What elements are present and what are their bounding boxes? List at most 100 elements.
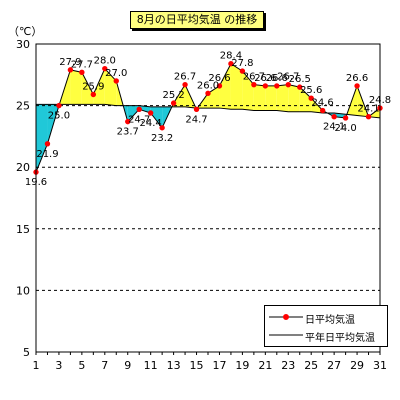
x-tick-label: 13 bbox=[167, 359, 181, 372]
data-point bbox=[67, 67, 74, 73]
data-point bbox=[182, 81, 188, 88]
x-axis-ticks: 1 3 5 7 9 11 13 15 17 19 21 23 25 27 29 31 bbox=[33, 352, 387, 372]
y-axis-label: （℃） bbox=[8, 25, 42, 38]
data-point bbox=[297, 84, 303, 90]
data-point bbox=[79, 69, 85, 76]
data-label: 23.2 bbox=[151, 133, 173, 144]
data-point bbox=[125, 118, 131, 125]
data-point bbox=[147, 110, 154, 116]
fill-above-normal bbox=[265, 85, 277, 111]
fill-above-normal bbox=[276, 84, 289, 112]
data-point bbox=[113, 78, 119, 84]
data-point bbox=[239, 68, 246, 74]
data-label: 27.0 bbox=[105, 68, 127, 79]
fill-below-normal bbox=[150, 106, 163, 128]
x-tick-label: 27 bbox=[327, 359, 341, 372]
x-tick-label: 21 bbox=[258, 359, 272, 372]
data-point bbox=[56, 102, 62, 109]
legend-item-normal: 平年日平均気温 bbox=[265, 326, 387, 344]
data-point bbox=[44, 141, 51, 147]
data-point bbox=[216, 83, 223, 89]
data-labels: 19.621.925.027.927.725.928.027.023.724.7… bbox=[25, 51, 391, 188]
data-label: 24.4 bbox=[140, 118, 162, 129]
y-tick-label: 30 bbox=[16, 38, 30, 51]
y-tick-label: 5 bbox=[23, 346, 30, 359]
data-label: 24.7 bbox=[185, 114, 207, 125]
data-label: 26.6 bbox=[266, 73, 288, 84]
data-label: 26.6 bbox=[346, 73, 368, 84]
fill-below-normal bbox=[36, 104, 48, 173]
data-label: 27.7 bbox=[71, 59, 93, 70]
data-point bbox=[159, 125, 165, 131]
data-point bbox=[170, 100, 177, 106]
data-label: 24.1 bbox=[357, 104, 379, 115]
chart-gridlines bbox=[36, 105, 380, 291]
fill-above-normal bbox=[81, 72, 94, 105]
fill-above-normal bbox=[70, 69, 82, 105]
y-axis-ticks: 5 10 15 20 25 30 bbox=[16, 38, 30, 359]
data-label: 26.7 bbox=[277, 72, 299, 83]
y-tick-label: 10 bbox=[16, 284, 30, 297]
data-label: 27.8 bbox=[231, 58, 253, 69]
y-tick-label: 20 bbox=[16, 161, 30, 174]
x-tick-label: 11 bbox=[144, 359, 158, 372]
data-label: 27.9 bbox=[59, 57, 81, 68]
fill-above-normal bbox=[93, 68, 105, 105]
data-label: 25.2 bbox=[162, 90, 184, 101]
data-point bbox=[319, 107, 326, 114]
x-tick-label: 31 bbox=[373, 359, 387, 372]
chart-title: 8月の日平均気温 の推移 bbox=[130, 11, 264, 29]
x-tick-label: 1 bbox=[33, 359, 40, 372]
legend-label-normal: 平年日平均気温 bbox=[305, 333, 375, 344]
legend-label-daily: 日平均気温 bbox=[305, 315, 355, 326]
data-label: 24.7 bbox=[128, 114, 150, 125]
data-label: 28.0 bbox=[94, 56, 116, 67]
data-point bbox=[102, 65, 108, 72]
fill-above-normal bbox=[230, 63, 243, 110]
data-point bbox=[274, 83, 280, 89]
plot-area-border bbox=[35, 43, 381, 353]
fill-above-normal bbox=[288, 84, 300, 112]
x-tick-label: 3 bbox=[55, 359, 62, 372]
data-label: 26.6 bbox=[208, 73, 230, 84]
data-label: 24.6 bbox=[312, 98, 334, 109]
data-point bbox=[251, 81, 257, 88]
data-point bbox=[331, 113, 337, 120]
data-point bbox=[90, 91, 97, 98]
data-label: 24.1 bbox=[323, 122, 345, 133]
data-point bbox=[342, 115, 349, 121]
data-label: 25.0 bbox=[48, 111, 70, 122]
y-tick-label: 15 bbox=[16, 223, 30, 236]
y-tick-label: 25 bbox=[16, 100, 30, 113]
data-label: 21.9 bbox=[36, 149, 58, 160]
x-tick-label: 19 bbox=[235, 359, 249, 372]
fill-below-normal bbox=[127, 105, 140, 122]
fill-above-normal bbox=[253, 84, 266, 111]
x-tick-label: 17 bbox=[212, 359, 226, 372]
x-tick-label: 25 bbox=[304, 359, 318, 372]
data-label: 26.5 bbox=[289, 74, 311, 85]
data-label: 26.7 bbox=[243, 72, 265, 83]
fill-above-normal bbox=[242, 71, 254, 111]
x-tick-label: 15 bbox=[190, 359, 204, 372]
data-label: 25.6 bbox=[300, 85, 322, 96]
x-tick-label: 9 bbox=[124, 359, 131, 372]
data-label: 26.0 bbox=[197, 80, 219, 91]
x-tick-label: 5 bbox=[78, 359, 85, 372]
data-label: 26.6 bbox=[254, 73, 276, 84]
fill-below-normal bbox=[139, 105, 151, 113]
fill-above-normal bbox=[219, 63, 231, 110]
data-point bbox=[193, 106, 200, 112]
data-point bbox=[285, 81, 291, 88]
data-label: 24.0 bbox=[334, 123, 356, 134]
data-label: 23.7 bbox=[117, 127, 139, 138]
x-tick-label: 7 bbox=[101, 359, 108, 372]
data-point bbox=[262, 83, 269, 89]
data-point bbox=[365, 113, 372, 120]
legend-item-daily: 日平均気温 bbox=[265, 308, 387, 326]
daily-temperature-series bbox=[33, 61, 383, 175]
data-label: 25.9 bbox=[82, 82, 104, 93]
data-label: 26.7 bbox=[174, 72, 196, 83]
x-tick-label: 29 bbox=[350, 359, 364, 372]
